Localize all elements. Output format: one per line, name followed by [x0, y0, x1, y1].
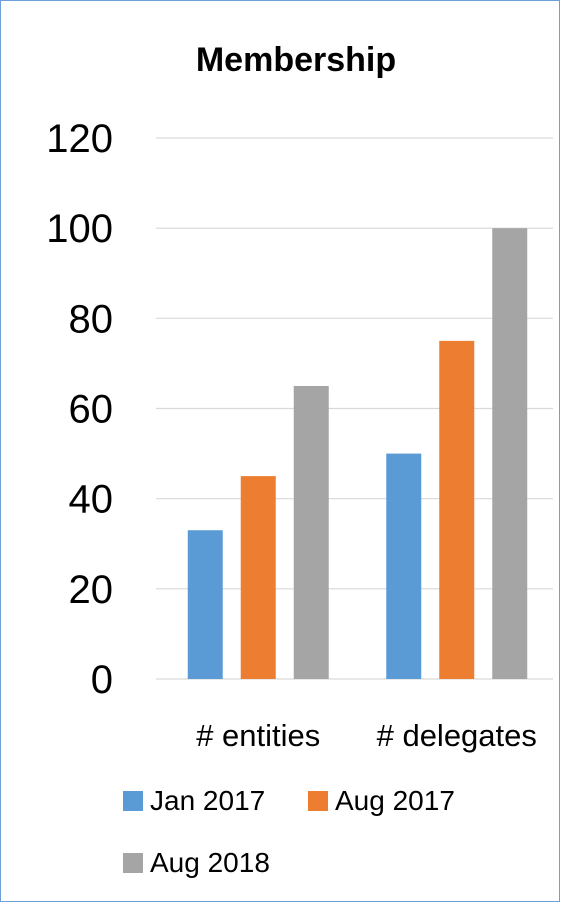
bar-aug-2017-delegates	[439, 340, 475, 679]
legend-label: Aug 2018	[150, 847, 270, 878]
legend: Jan 2017 Aug 2017 Aug 2018	[123, 785, 455, 878]
chart-title: Membership	[196, 41, 396, 79]
bar-jan-2017-delegates	[386, 453, 422, 679]
bar-aug-2018-delegates	[492, 228, 528, 679]
bar-aug-2017-entities	[240, 476, 276, 679]
y-tick-label: 80	[69, 297, 114, 341]
bars	[187, 228, 528, 679]
bar-aug-2018-entities	[293, 385, 329, 679]
legend-label: Jan 2017	[150, 785, 265, 816]
y-tick-label: 120	[46, 117, 113, 161]
legend-swatch	[123, 791, 143, 811]
legend-swatch	[308, 791, 328, 811]
y-tick-label: 0	[91, 658, 113, 702]
x-tick-label: # delegates	[377, 718, 537, 753]
y-tick-label: 100	[46, 207, 113, 251]
bar-jan-2017-entities	[187, 530, 223, 679]
legend-swatch	[123, 853, 143, 873]
legend-label: Aug 2017	[335, 785, 455, 816]
y-axis-tick-labels: 0 20 40 60 80 100 120	[46, 117, 113, 702]
y-tick-label: 40	[69, 478, 114, 522]
y-tick-label: 60	[69, 388, 114, 432]
x-axis-tick-labels: # entities # delegates	[196, 718, 537, 753]
y-tick-label: 20	[69, 568, 114, 612]
x-tick-label: # entities	[196, 718, 320, 753]
